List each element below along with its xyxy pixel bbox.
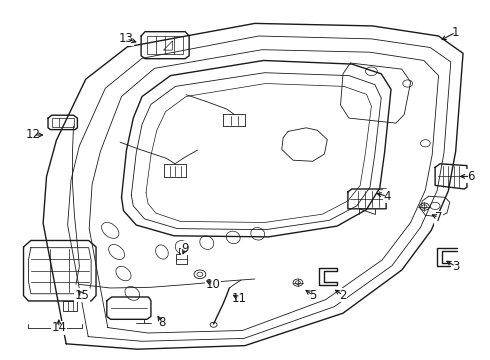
Text: 1: 1	[452, 26, 460, 39]
Text: 10: 10	[206, 278, 220, 291]
Text: 8: 8	[158, 316, 166, 329]
Text: 4: 4	[383, 190, 391, 203]
Text: 2: 2	[339, 289, 347, 302]
Text: 9: 9	[181, 242, 189, 255]
Text: 11: 11	[232, 292, 246, 305]
Text: 14: 14	[51, 321, 66, 334]
Text: 6: 6	[466, 170, 474, 183]
Text: 13: 13	[119, 32, 134, 45]
Text: 5: 5	[309, 289, 317, 302]
Bar	[147, 36, 183, 54]
Bar	[176, 254, 187, 264]
Text: 12: 12	[26, 129, 41, 141]
Text: 3: 3	[452, 260, 460, 273]
Bar	[63, 301, 77, 311]
Bar	[52, 118, 74, 127]
Text: 15: 15	[75, 289, 90, 302]
Text: 7: 7	[435, 211, 442, 224]
